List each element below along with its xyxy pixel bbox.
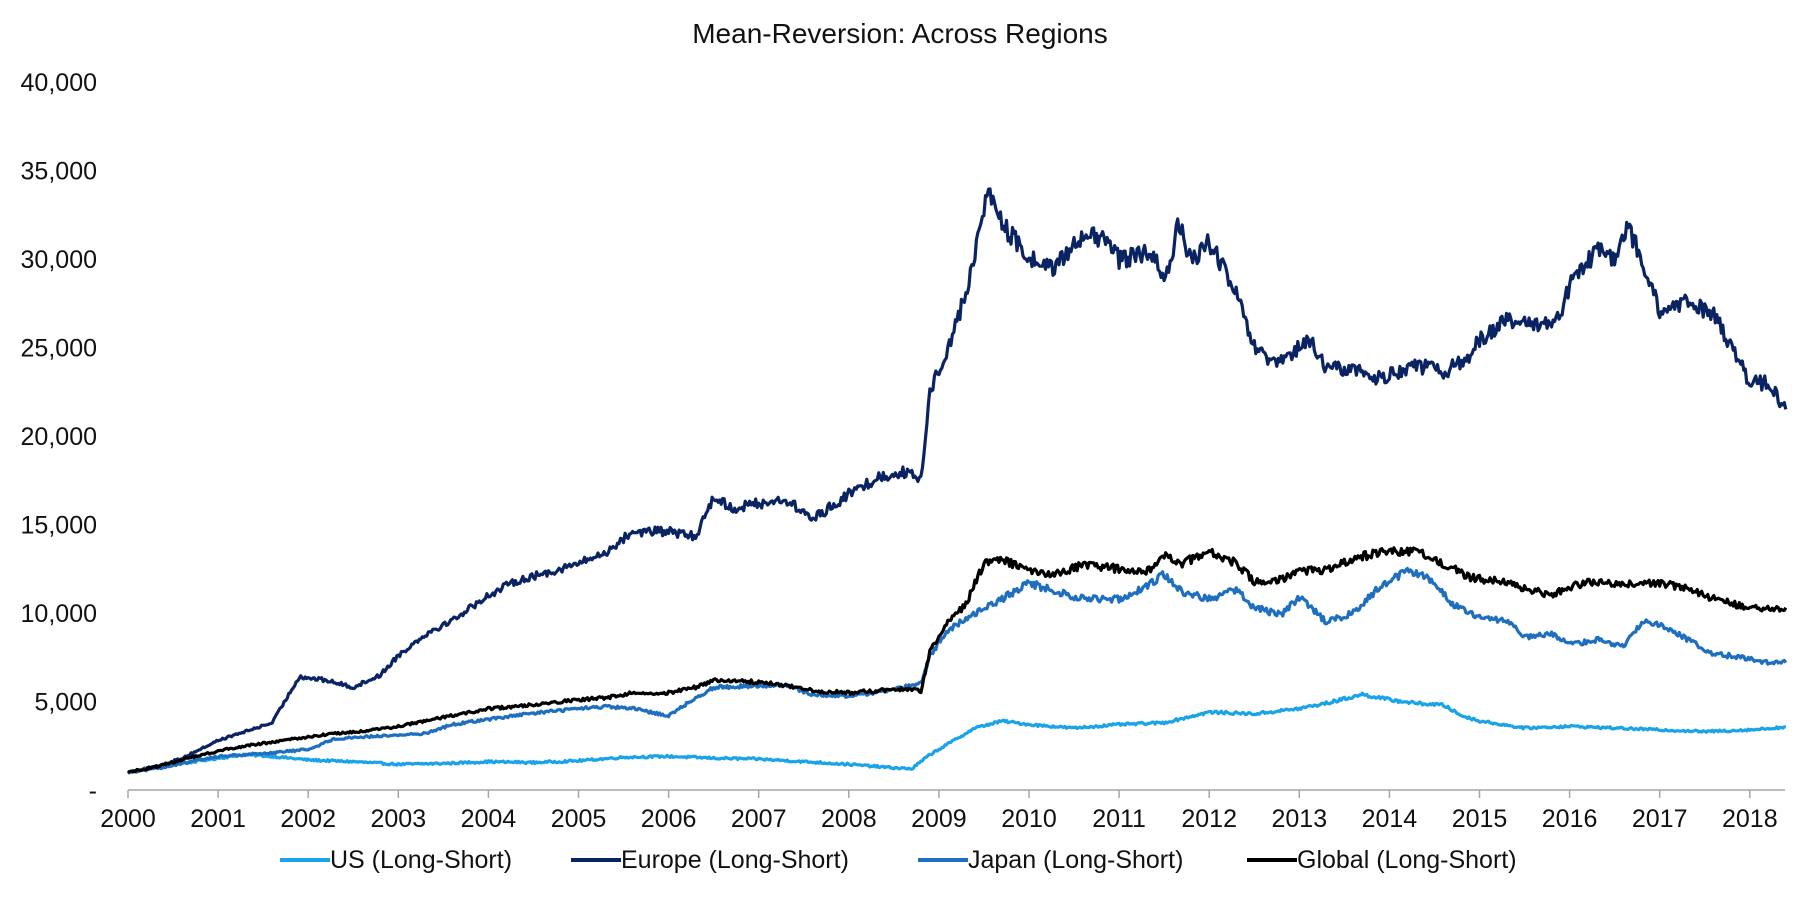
y-tick-label: 20,000 bbox=[21, 423, 97, 451]
x-axis: 2000 2001 2002 2003 2004 2005 2006 2007 2008 2009… bbox=[100, 790, 1778, 833]
y-tick-label: - bbox=[89, 777, 97, 805]
series-line-us-long-short bbox=[127, 691, 1787, 775]
plot-area bbox=[126, 187, 1788, 775]
y-tick-label: 25,000 bbox=[21, 335, 97, 363]
chart-title: Mean-Reversion: Across Regions bbox=[692, 18, 1108, 49]
y-tick-label: 15,000 bbox=[21, 512, 97, 540]
series-line-europe-long-short bbox=[126, 187, 1788, 775]
y-tick-label: 35,000 bbox=[21, 158, 97, 186]
legend-label: Europe (Long-Short) bbox=[621, 846, 849, 874]
x-tick-label: 2012 bbox=[1181, 805, 1237, 833]
y-tick-label: 30,000 bbox=[21, 246, 97, 274]
x-tick-label: 2007 bbox=[731, 805, 787, 833]
legend: US (Long-Short) Europe (Long-Short) Japan … bbox=[280, 846, 1517, 874]
x-tick-label: 2006 bbox=[641, 805, 697, 833]
legend-label: US (Long-Short) bbox=[330, 846, 512, 874]
series-line-japan-long-short bbox=[127, 566, 1788, 775]
x-tick-label: 2015 bbox=[1452, 805, 1508, 833]
x-tick-label: 2011 bbox=[1092, 805, 1146, 833]
x-tick-label: 2017 bbox=[1632, 805, 1688, 833]
legend-label: Global (Long-Short) bbox=[1297, 846, 1517, 874]
x-tick-label: 2013 bbox=[1271, 805, 1327, 833]
x-tick-label: 2004 bbox=[461, 805, 517, 833]
x-tick-label: 2009 bbox=[911, 805, 967, 833]
x-tick-label: 2001 bbox=[190, 805, 246, 833]
y-axis: - 5,000 10,000 15,000 20,000 25,000 30,000 35,0… bbox=[21, 69, 97, 805]
y-tick-label: 10,000 bbox=[21, 600, 97, 628]
x-tick-label: 2008 bbox=[821, 805, 877, 833]
x-tick-label: 2005 bbox=[551, 805, 607, 833]
x-tick-label: 2002 bbox=[280, 805, 336, 833]
x-tick-label: 2003 bbox=[370, 805, 426, 833]
series-line-global-long-short bbox=[127, 546, 1788, 774]
x-tick-label: 2018 bbox=[1722, 805, 1778, 833]
x-tick-label: 2010 bbox=[1001, 805, 1057, 833]
y-tick-label: 5,000 bbox=[34, 689, 97, 717]
x-tick-label: 2016 bbox=[1542, 805, 1598, 833]
x-tick-label: 2000 bbox=[100, 805, 156, 833]
y-tick-label: 40,000 bbox=[21, 69, 97, 97]
legend-label: Japan (Long-Short) bbox=[968, 846, 1183, 874]
x-tick-label: 2014 bbox=[1362, 805, 1418, 833]
